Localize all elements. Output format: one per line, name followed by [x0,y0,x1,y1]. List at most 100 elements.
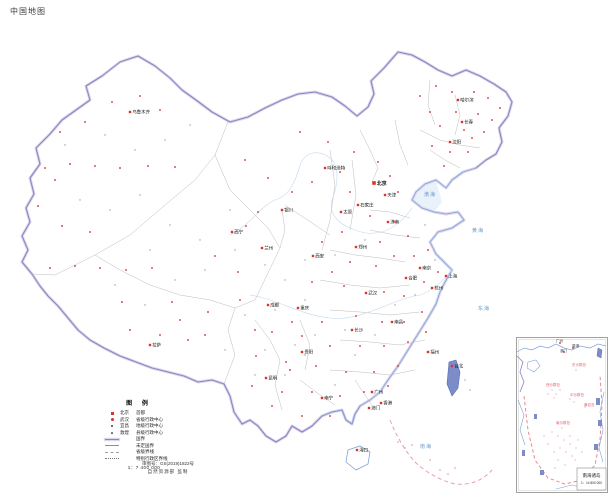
line-sar-symbol [105,458,119,460]
city-dot-red [74,265,76,267]
city-dot-red [353,151,355,153]
bohai-sea-fill [412,180,442,212]
capital-label: 武汉 [368,290,377,297]
city-dot-gray [109,209,111,211]
capital-marker [148,343,152,347]
city-dot-red [473,91,475,93]
city-dot-gray [104,134,106,136]
city-dot-gray [264,349,266,351]
city-dot-gray [394,304,396,306]
city-dot-red [151,267,153,269]
city-dot-red [383,291,385,293]
capital-label: 台北 [454,363,463,370]
legend-symbol-line-sar [104,458,120,460]
city-dot-gray [174,279,176,281]
capital-marker [383,193,387,197]
capital-label: 贵阳 [304,349,313,356]
city-dot-red [339,395,341,397]
inset-island-dot [564,464,566,466]
city-dot-red [301,415,303,417]
city-dot-red [471,137,473,139]
capital-label: 石家庄 [360,202,374,209]
city-dot-red [345,371,347,373]
island-dot [429,459,431,461]
legend-scale: 1：7 400 000 [127,465,161,470]
city-dot-gray [304,299,306,301]
inset-island-dot [569,398,571,400]
capital-label: 银川 [284,207,293,214]
capital-label: 香港 [383,400,392,407]
legend-symbol-line-national [104,438,120,440]
capital-label: 乌鲁木齐 [132,109,150,116]
capital-label: 呼和浩特 [327,165,345,172]
city-dot-red [37,205,39,207]
city-dot-gray [244,314,246,316]
capital-marker [266,303,270,307]
capital-label: 济南 [390,219,399,226]
city-dot-red [387,385,389,387]
city-dot-red [254,329,256,331]
city-dot-gray [169,224,171,226]
legend-symbol-capital [104,411,120,415]
city-dot-red [125,269,127,271]
city-dot-red [54,179,56,181]
city-dot-red [174,166,176,168]
city-dot-red [321,241,323,243]
capital-marker [355,448,359,452]
capital-marker [339,210,343,214]
inset-island-dot [561,427,563,429]
city-dot-gray [304,259,306,261]
city-dot-red [281,391,283,393]
city-dot-red [451,91,453,93]
city-dot-red [119,167,121,169]
sea-label: 东海 [478,305,490,312]
city-dot-red [271,331,273,333]
capital-marker [404,276,408,280]
legend-item-desc: 特别行政区界线 [136,455,168,461]
inset-label: 东沙群岛 [572,362,586,367]
city-dot-red [429,111,431,113]
capital-label: 海口 [359,447,368,454]
city-dot-gray [304,354,306,356]
inset-label: 黄岩岛 [584,402,595,407]
legend-item-desc: 首都 [136,410,145,416]
city-dot-red [377,161,379,163]
city-dot-gray [79,199,81,201]
city-dot-red [239,299,241,301]
city-dot-red [255,355,257,357]
hainan-island [345,445,371,471]
inset-island-dots [543,369,586,469]
city-dot-gray [164,139,166,141]
city-dot-gray [374,334,376,336]
inset-island-dot [569,443,571,445]
inset-island-dot [574,459,576,461]
city-dot-red [373,371,375,373]
city-dot-gray [434,259,436,261]
city-dot-gray [314,334,316,336]
legend-symbol-line-province [104,451,120,453]
inset-island-dot [557,459,559,461]
capital-marker [264,376,268,380]
city-dot-gray [344,329,346,331]
capital-label: 昆明 [268,376,277,382]
legend-row: 敦煌 县级行政中心 [104,430,214,437]
island-dot [411,444,413,446]
city-dot-gray [414,294,416,296]
city-dot-red [204,334,206,336]
inset-island-dot [557,435,559,437]
inset-neighbor-islands [522,398,602,475]
inset-island-dot [551,389,553,391]
capital-label: 南宁 [324,395,333,401]
city-dot-red [59,131,61,133]
city-dot-red [499,107,501,109]
sea-label: 南海 [420,443,432,450]
capital-marker [280,208,284,212]
city-dot-red [363,391,365,393]
city-dot-red [159,334,161,336]
inset-island-dot [554,467,556,469]
inset-island-dot [577,439,579,441]
inset-city-dots [559,342,574,353]
city-dot-red [341,231,343,233]
capital-marker [354,245,358,249]
